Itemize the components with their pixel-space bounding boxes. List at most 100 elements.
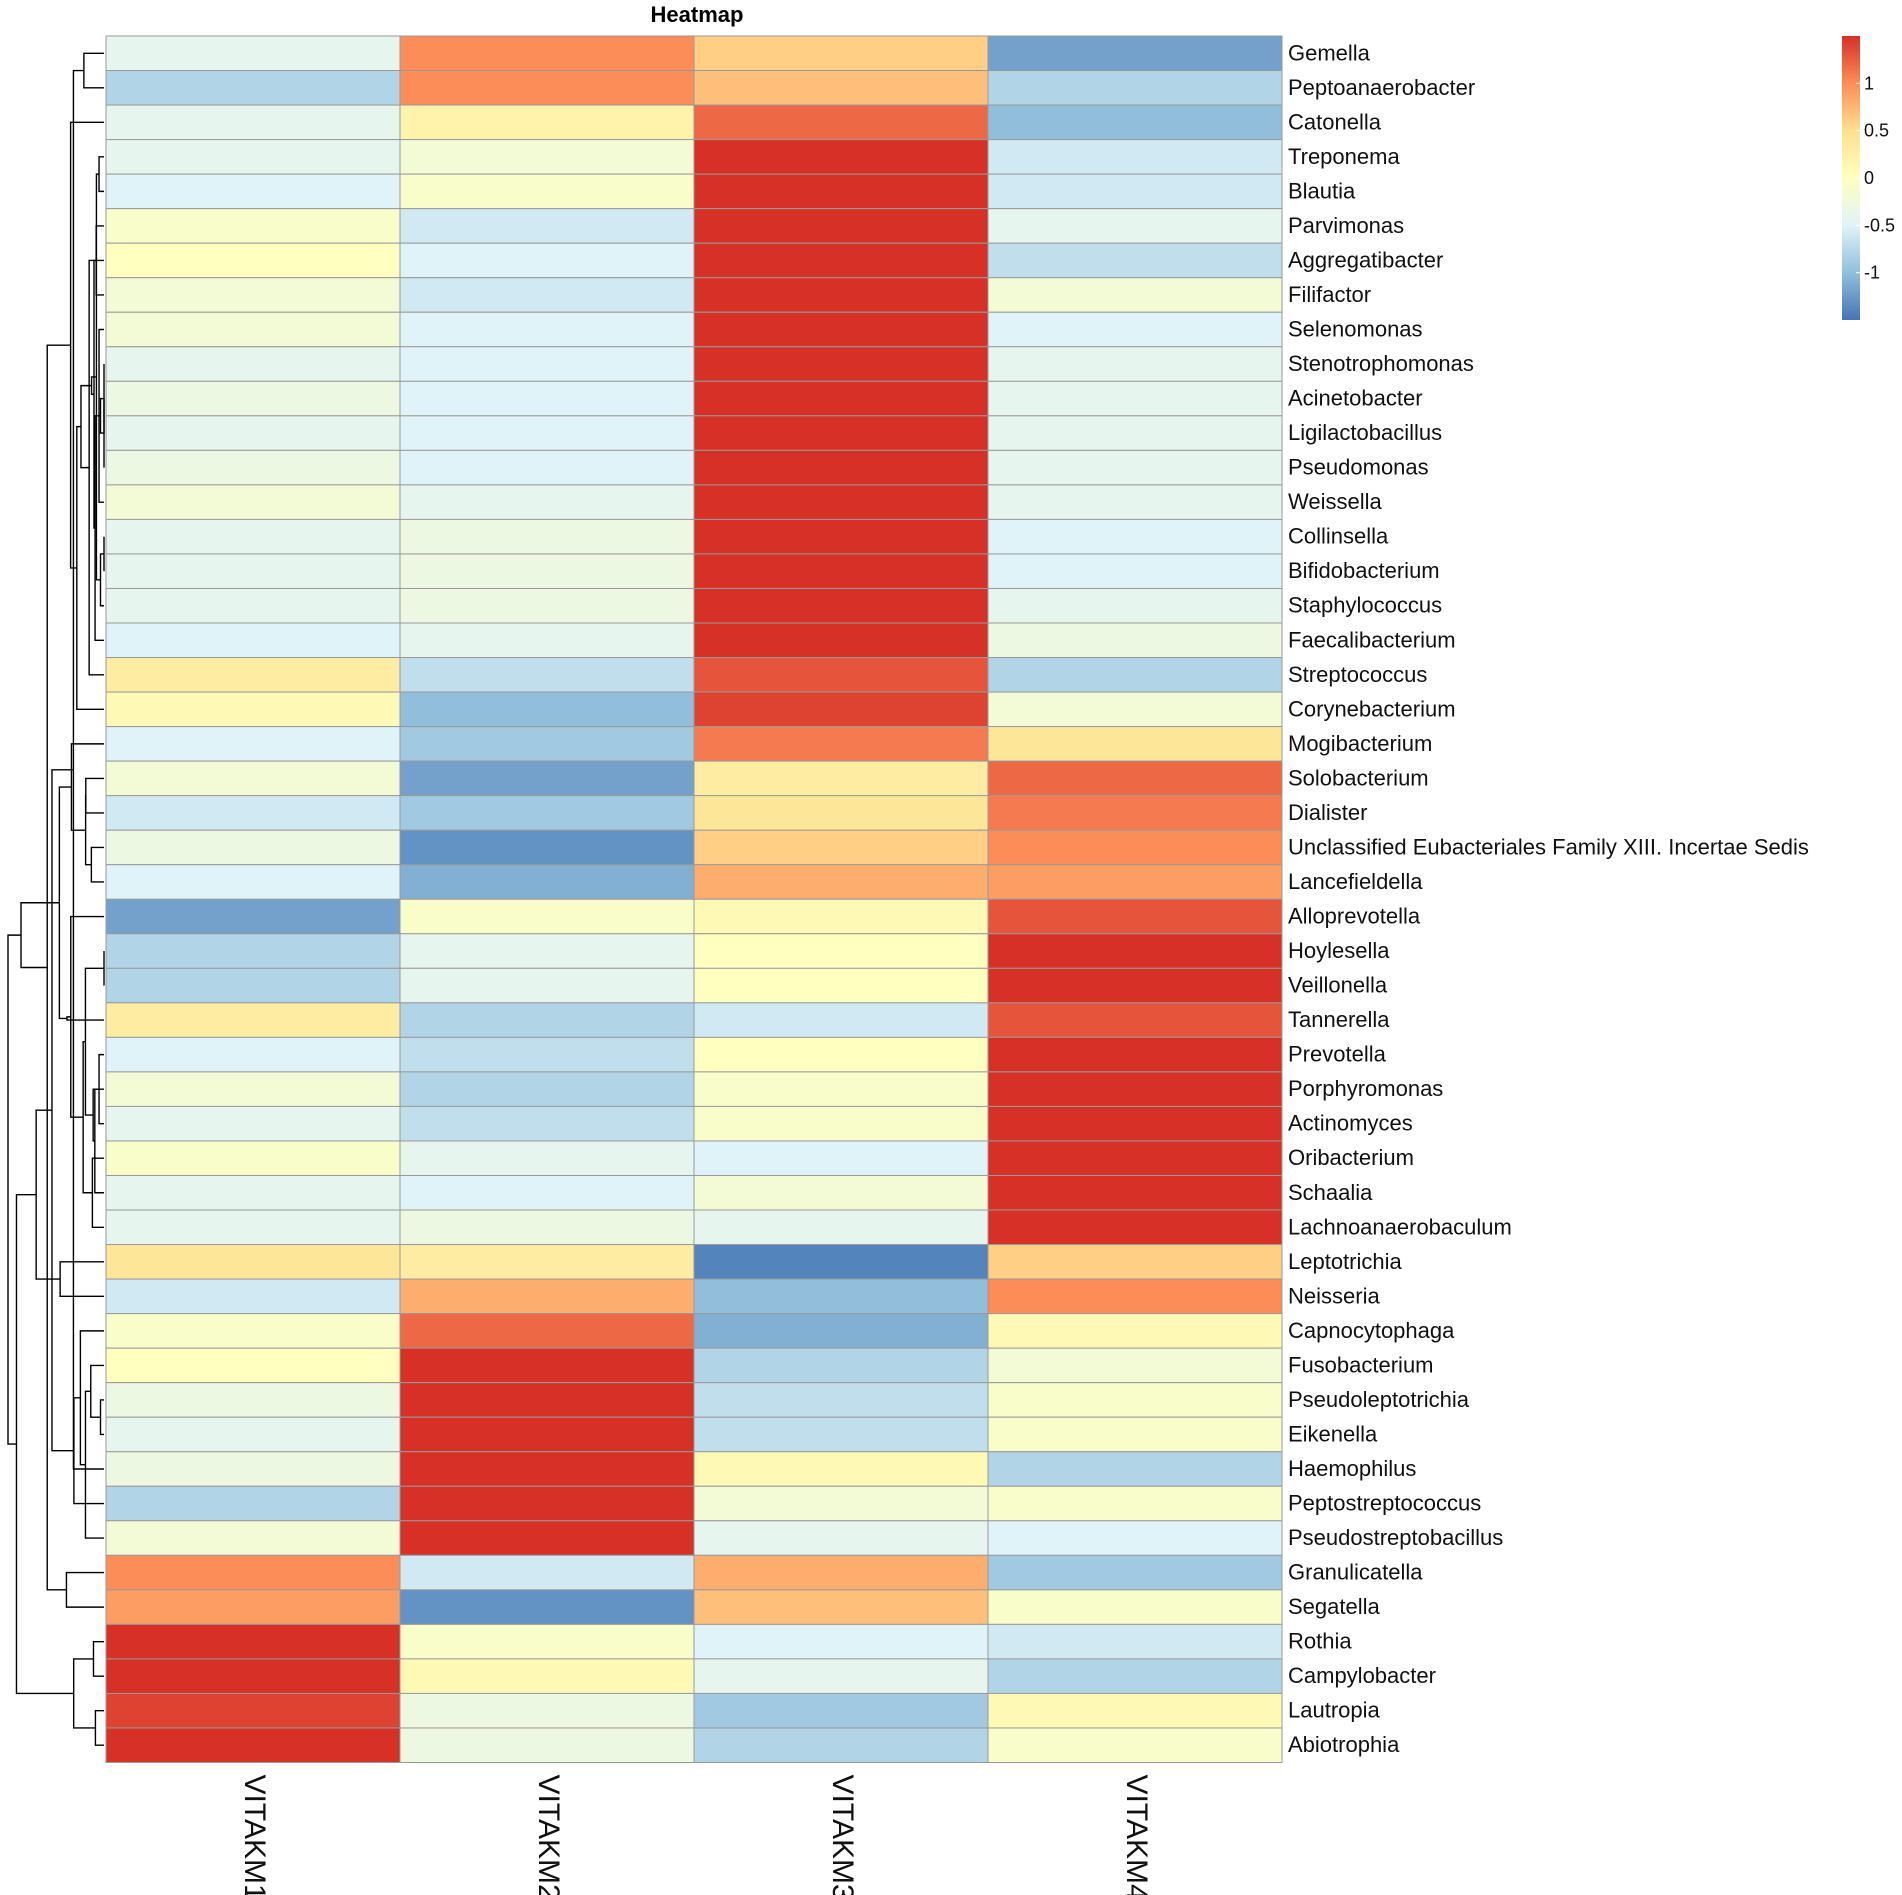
heatmap-cell <box>106 209 400 244</box>
heatmap-cell <box>400 1417 694 1452</box>
heatmap-cell <box>400 554 694 589</box>
heatmap-cell <box>694 243 988 278</box>
dendrogram-branch <box>100 1400 104 1435</box>
heatmap-cell <box>694 519 988 554</box>
heatmap-cell <box>400 1728 694 1763</box>
heatmap-cell <box>106 692 400 727</box>
heatmap-cell <box>106 623 400 658</box>
heatmap-cell <box>694 278 988 313</box>
dendrogram-branch <box>91 1365 104 1417</box>
heatmap-cell <box>694 381 988 416</box>
column-label: VITAKM4 <box>1120 1775 1153 1895</box>
heatmap-cell <box>988 1072 1282 1107</box>
heatmap-cell <box>694 658 988 693</box>
row-label: Selenomonas <box>1288 317 1423 342</box>
heatmap-cell <box>694 1037 988 1072</box>
heatmap-chart: Heatmap GemellaPeptoanaerobacterCatonell… <box>0 0 1902 1895</box>
row-label: Alloprevotella <box>1288 904 1421 929</box>
heatmap-cell <box>400 1383 694 1418</box>
heatmap-cell <box>988 1279 1282 1314</box>
heatmap-cell <box>400 968 694 1003</box>
legend-tick-label: 1 <box>1864 73 1874 93</box>
dendrogram-branch <box>59 787 71 1018</box>
heatmap-cell <box>106 934 400 969</box>
row-label: Weissella <box>1288 489 1383 514</box>
row-label: Rothia <box>1288 1629 1352 1654</box>
heatmap-cell <box>988 1383 1282 1418</box>
heatmap-cell <box>106 1348 400 1383</box>
heatmap-cell <box>106 1279 400 1314</box>
heatmap-cell <box>988 1141 1282 1176</box>
heatmap-cell <box>988 347 1282 382</box>
dendrogram-branch <box>93 1642 104 1677</box>
heatmap-cell <box>694 692 988 727</box>
heatmap-cell <box>694 796 988 831</box>
heatmap-cell <box>988 1555 1282 1590</box>
heatmap-cell <box>988 174 1282 209</box>
dendrogram-branch <box>71 744 104 830</box>
heatmap-cell <box>400 243 694 278</box>
row-label: Lachnoanaerobaculum <box>1288 1214 1512 1239</box>
row-label: Haemophilus <box>1288 1456 1416 1481</box>
row-label: Peptoanaerobacter <box>1288 75 1475 100</box>
heatmap-cell <box>106 1659 400 1694</box>
heatmap-cell <box>106 1728 400 1763</box>
heatmap-cell <box>400 1348 694 1383</box>
heatmap-cell <box>400 588 694 623</box>
heatmap-cell <box>694 450 988 485</box>
heatmap-cell <box>694 1175 988 1210</box>
heatmap-cell <box>400 140 694 175</box>
heatmap-cell <box>106 796 400 831</box>
heatmap-cell <box>400 1106 694 1141</box>
heatmap-cell <box>106 1106 400 1141</box>
dendrogram-branch <box>16 1195 73 1694</box>
heatmap-cell <box>106 278 400 313</box>
heatmap-cell <box>106 968 400 1003</box>
row-label: Blautia <box>1288 178 1356 203</box>
heatmap-cell <box>988 71 1282 106</box>
heatmap-cell <box>106 588 400 623</box>
row-label: Staphylococcus <box>1288 593 1442 618</box>
heatmap-cell <box>400 278 694 313</box>
dendrogram-branch <box>36 1110 60 1279</box>
row-label: Acinetobacter <box>1288 386 1423 411</box>
heatmap-cell <box>988 1624 1282 1659</box>
heatmap-cell <box>694 485 988 520</box>
heatmap-cell <box>988 1693 1282 1728</box>
row-label: Segatella <box>1288 1594 1381 1619</box>
heatmap-cell <box>694 1072 988 1107</box>
heatmap-cell <box>106 554 400 589</box>
heatmap-cell <box>694 1417 988 1452</box>
heatmap-cell <box>988 658 1282 693</box>
heatmap-cell <box>400 658 694 693</box>
heatmap-cell <box>106 1555 400 1590</box>
column-labels: VITAKM1 VITAKM2 VITAKM3 VITAKM4 <box>238 1775 1153 1895</box>
heatmap-cell <box>400 1590 694 1625</box>
heatmap-cell <box>694 1245 988 1280</box>
row-label: Actinomyces <box>1288 1111 1413 1136</box>
heatmap-cell <box>106 243 400 278</box>
heatmap-cell <box>988 1003 1282 1038</box>
heatmap-cell <box>106 1037 400 1072</box>
heatmap-cell <box>400 1555 694 1590</box>
heatmap-cell <box>694 1106 988 1141</box>
row-label: Faecalibacterium <box>1288 627 1456 652</box>
heatmap-cell <box>400 1521 694 1556</box>
heatmap-cell <box>988 1106 1282 1141</box>
heatmap-cell <box>694 1279 988 1314</box>
heatmap-cell <box>400 1210 694 1245</box>
heatmap-cell <box>106 727 400 762</box>
row-label: Unclassified Eubacteriales Family XIII. … <box>1288 834 1809 859</box>
heatmap-cell <box>106 761 400 796</box>
heatmap-cell <box>988 140 1282 175</box>
heatmap-cell <box>106 381 400 416</box>
heatmap-cell <box>106 312 400 347</box>
column-label: VITAKM2 <box>532 1775 565 1895</box>
heatmap-cell <box>106 1486 400 1521</box>
heatmap-cell <box>694 588 988 623</box>
heatmap-cell <box>694 1624 988 1659</box>
heatmap-cell <box>106 865 400 900</box>
heatmap-cell <box>694 347 988 382</box>
dendrogram-branch <box>66 1573 104 1608</box>
heatmap-cell <box>988 865 1282 900</box>
